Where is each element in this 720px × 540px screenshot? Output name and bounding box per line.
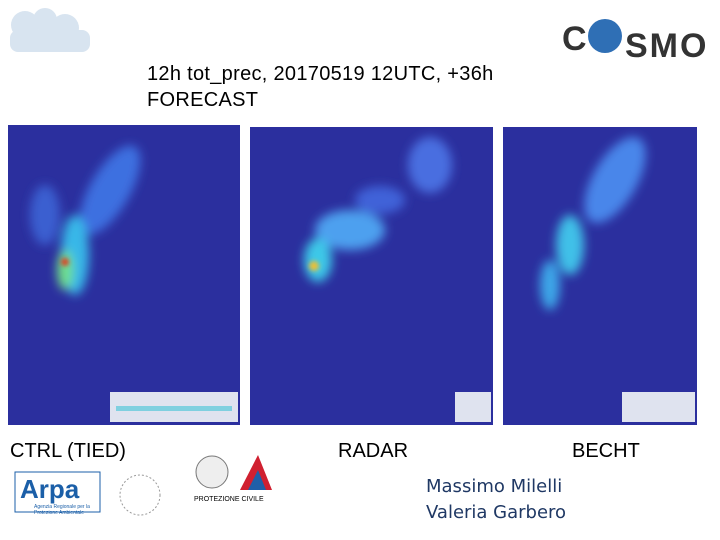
region-map-logo: [119, 474, 161, 516]
cosmo-globe: [588, 19, 622, 53]
map-ctrl: [8, 125, 240, 425]
author: Massimo Milelli: [426, 476, 563, 497]
civil-logo-inner: [248, 470, 266, 490]
cosmo-logo-text: SMO: [625, 27, 709, 65]
civil-logo: [240, 455, 272, 490]
arpa-subtext: Agenzia Regionale per la Protezione Ambi…: [34, 504, 90, 516]
emblem: [195, 455, 229, 489]
map-becht: [503, 127, 697, 425]
title-line: FORECAST: [147, 89, 259, 111]
panel-label: CTRL (TIED): [10, 440, 126, 462]
panel-label: BECHT: [572, 440, 640, 462]
arpa-logo: [14, 471, 101, 513]
arpa-text: Arpa: [20, 474, 80, 504]
tree-logo: [10, 8, 90, 52]
author: Valeria Garbero: [426, 502, 567, 523]
panel-label: RADAR: [338, 440, 409, 462]
title-line: 12h tot_prec, 20170519 12UTC, +36h: [147, 63, 494, 85]
map-radar: [250, 127, 493, 425]
civil-text: PROTEZIONE CIVILE: [194, 496, 264, 503]
cosmo-c: C: [562, 20, 587, 58]
